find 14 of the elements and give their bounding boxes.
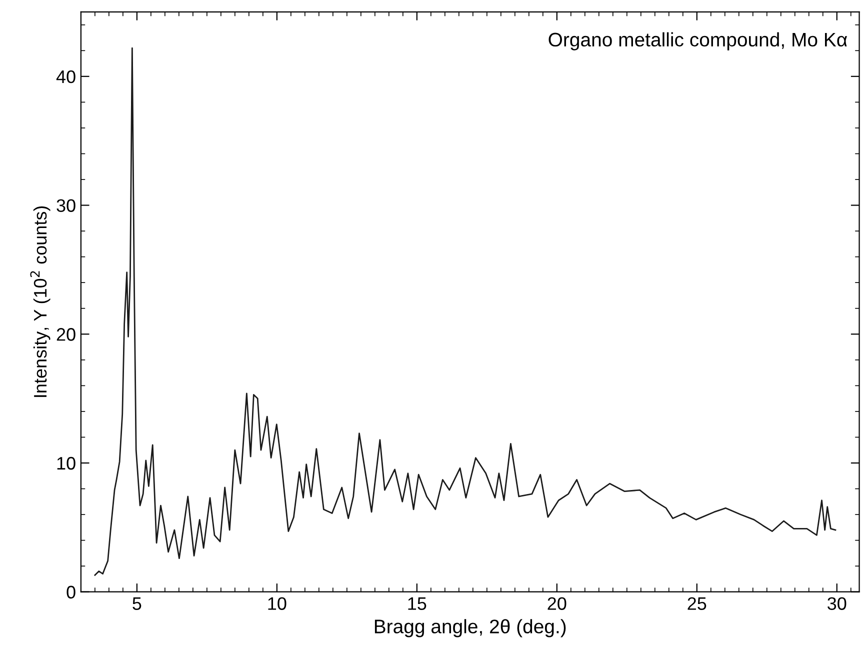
y-tick-label: 10 <box>57 456 76 470</box>
y-tick-label: 30 <box>56 199 76 212</box>
x-axis-title: Bragg angle, 2θ (deg.) <box>374 619 566 638</box>
x-tick-label: 10 <box>268 597 286 610</box>
x-tick-label: 5 <box>132 597 142 610</box>
y-tick-label: 20 <box>56 328 76 341</box>
y-axis-title: Intensity, Y (10$^{2}$ counts) <box>30 206 50 397</box>
y-tick-label: 0 <box>66 586 76 599</box>
y-tick-label: 40 <box>56 70 76 84</box>
x-tick-label: 30 <box>828 597 846 610</box>
x-tick-label: 20 <box>548 597 566 610</box>
annotation: Organo metallic compound, Mo Kα <box>548 32 848 50</box>
x-tick-label: 25 <box>688 597 706 610</box>
x-tick-label: 15 <box>408 597 426 610</box>
